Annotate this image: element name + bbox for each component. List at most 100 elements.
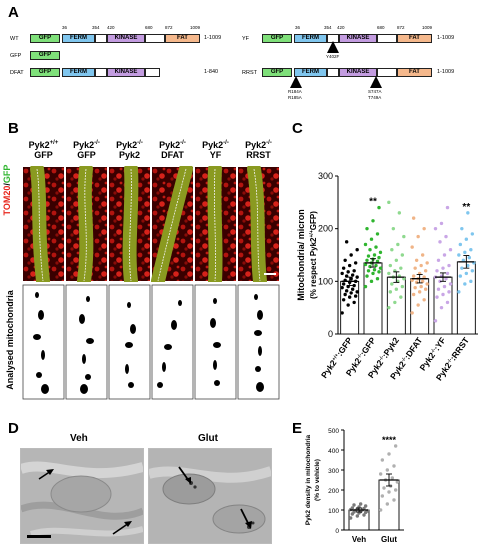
domain-kinase: KINASE [339,68,377,77]
data-point [411,216,416,220]
mitochondrion-blob [41,384,49,394]
data-point [353,261,358,265]
data-point [413,285,417,290]
dendrite-outline [253,168,261,282]
mutation-marker-y402f [327,41,339,53]
binary-panel [22,284,65,400]
y-tick-label: 300 [328,468,339,475]
data-point [352,283,356,288]
linker [377,68,397,77]
mitochondrion-blob [256,382,264,392]
data-point [374,245,378,249]
mutation-marker-s747a [370,76,382,88]
fluorescence-panel [109,166,150,282]
data-point [355,290,359,294]
data-point [346,303,350,307]
column-header: Pyk2-/- YF [194,138,237,160]
data-point [392,498,396,502]
data-point [341,282,346,286]
domain-ferm: FERM [294,34,327,43]
binary-panel [65,284,108,400]
mitochondria-density-chart: 0 100 200 300 ** ** Mitochondria/ micron (% res… [296,171,478,383]
data-point [466,211,470,215]
domain-kinase: KINASE [339,34,377,43]
y-axis-label: Mitochondria/ micron [296,209,306,301]
data-point [448,248,453,252]
mitochondrion-blob [38,310,44,320]
mitochondrion-blob [255,366,261,372]
data-point [439,305,444,310]
y-tick-label: 100 [328,508,339,515]
data-point [371,271,375,276]
data-point [343,292,347,297]
data-point [395,480,400,484]
data-point [343,258,347,262]
data-point [392,464,396,468]
y-tick-label: 200 [328,488,339,495]
data-point [425,282,429,286]
data-point [422,298,426,302]
mutation-label-y402f: Y402F [326,54,340,59]
data-point [464,237,469,241]
mutation-label-s747a: S747A [368,89,382,94]
construct-dfat: GFP FERM KINASE [30,68,190,77]
data-point [444,277,448,281]
x-category-label: Veh [352,535,366,544]
data-point [378,508,383,512]
column-header: Pyk2+/+ GFP [22,138,65,160]
domain-gfp: GFP [262,68,292,77]
pyk2-density-chart: 0 100 200 300 400 500 **** Pyk2 density in mito… [305,428,404,544]
data-point [416,303,420,307]
label-gfp: GFP [2,164,12,184]
tick-420: 420 [337,25,345,30]
data-point [390,476,395,480]
data-point [419,284,423,289]
column-header-construct: Pyk2 [118,150,141,160]
mitochondrion-blob [35,292,39,298]
data-point [391,226,396,231]
domain-gfp: GFP [30,51,60,60]
data-point [369,279,374,284]
data-point [460,266,464,270]
mitochondrion-blob [36,372,42,378]
mitochondrion-blob [79,314,85,324]
data-point [350,273,355,277]
domain-ferm: FERM [294,68,327,77]
data-point [365,258,369,262]
data-point [347,263,352,268]
data-point [448,282,453,286]
row-label-analysed-mitochondria: Analysed mitochondria [5,290,15,390]
column-header-construct: YF [209,150,222,160]
mitochondrion-blob [127,302,131,308]
mitochondrion-blob [213,342,221,348]
significance-marker: ** [369,197,377,208]
construct-label-gfp: GFP [10,53,22,59]
domain-ferm: FERM [62,68,95,77]
range-dfat: 1-840 [204,69,219,75]
y-axis-label: Pyk2 density in mitochondria [305,434,312,525]
data-point [463,250,467,255]
y-axis-label-sub: (% to vehicle) [314,459,321,501]
fluorescence-panel [23,166,64,282]
column-header-gene: Pyk2 [202,140,224,150]
data-point [410,311,414,315]
data-point [414,258,419,262]
em-image-veh [20,448,144,544]
data-point [349,253,353,257]
mitochondrion-blob [213,360,217,370]
data-point [362,506,366,511]
data-point [441,292,445,297]
data-point [457,290,461,294]
linker [327,68,339,77]
mitochondrion-blob [164,344,172,350]
data-point [445,300,450,305]
tick-36: 36 [62,25,68,30]
column-header-genotype: +/+ [49,140,59,146]
data-point [470,232,475,236]
data-point [341,298,346,302]
data-point [378,266,383,270]
data-point [436,258,441,262]
range-yf: 1-1009 [437,35,455,41]
y-tick-label: 400 [328,448,339,455]
data-point [385,468,390,472]
